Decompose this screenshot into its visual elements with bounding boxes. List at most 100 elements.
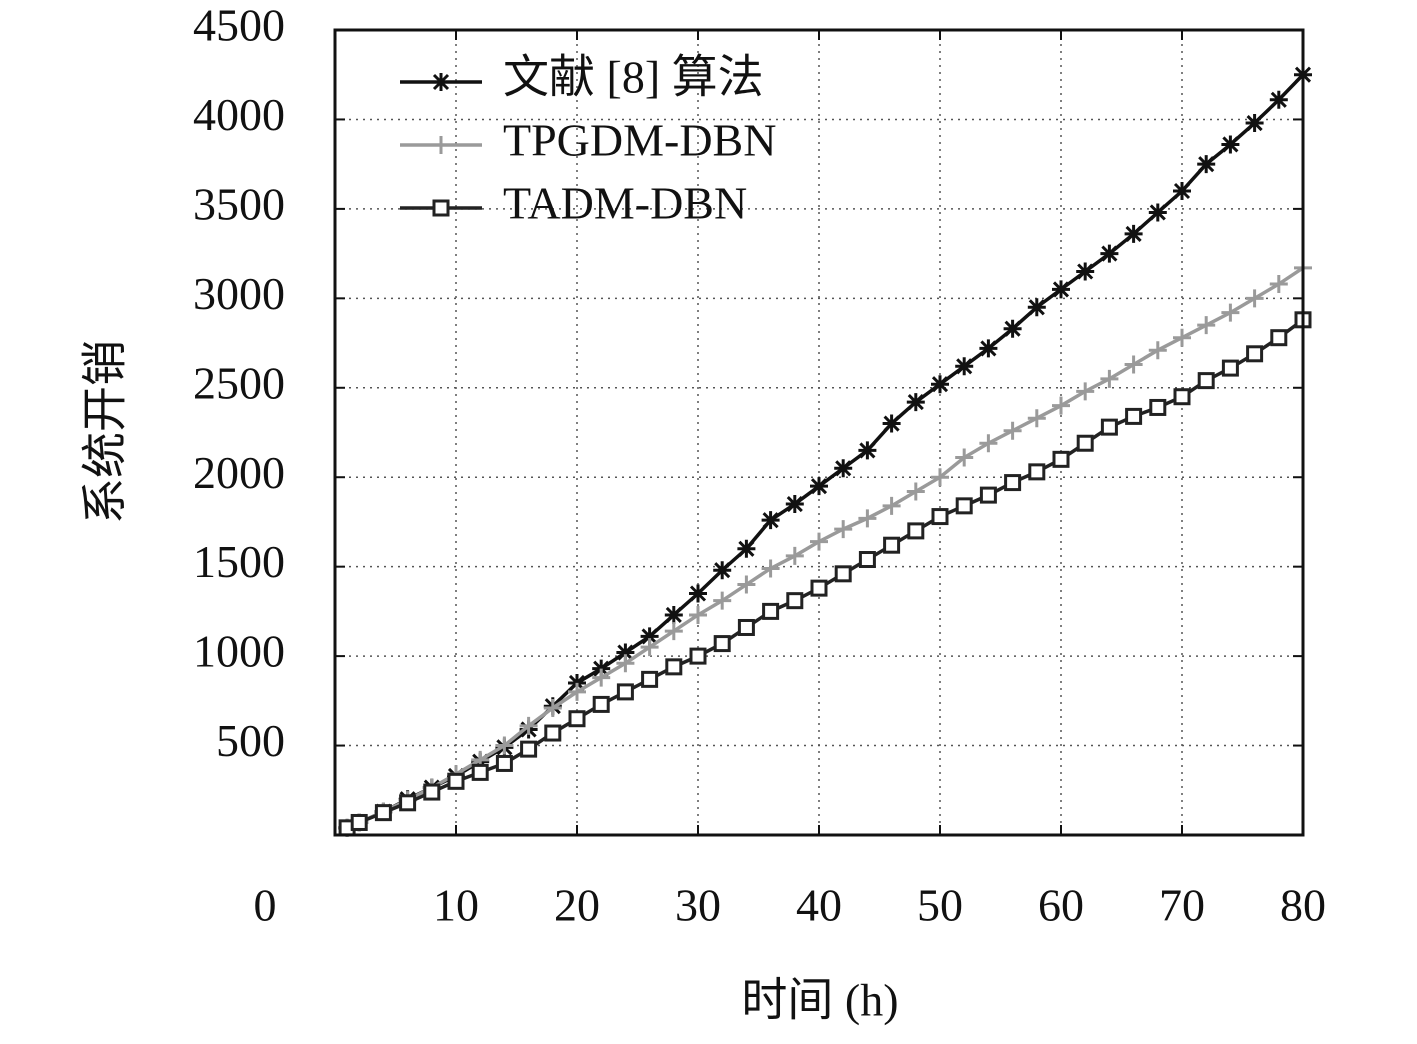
marker <box>616 654 635 673</box>
marker <box>1221 135 1240 154</box>
legend-label: 文献 [8] 算法 <box>503 52 764 103</box>
marker <box>1246 345 1264 363</box>
y-tick-label: 500 <box>216 715 285 766</box>
x-tick-label: 30 <box>675 880 721 931</box>
marker <box>1197 155 1216 174</box>
marker <box>955 497 973 515</box>
y-axis-label: 系统开销 <box>80 340 131 524</box>
x-tick-label: 0 <box>254 880 277 931</box>
marker <box>664 622 683 641</box>
marker <box>713 635 731 653</box>
x-tick-label: 70 <box>1159 880 1205 931</box>
legend-label: TADM-DBN <box>503 178 747 229</box>
marker <box>1149 398 1167 416</box>
marker <box>906 482 925 501</box>
marker <box>447 772 465 790</box>
marker <box>1245 289 1264 308</box>
marker <box>1269 90 1288 109</box>
y-tick-label: 3000 <box>193 268 285 319</box>
marker <box>1270 329 1288 347</box>
marker <box>519 716 538 735</box>
marker <box>616 683 634 701</box>
x-axis-label: 时间 (h) <box>741 975 898 1026</box>
legend-label: TPGDM-DBN <box>503 115 776 166</box>
marker <box>543 698 562 717</box>
y-tick-label: 3500 <box>193 178 285 229</box>
marker <box>664 605 683 624</box>
x-tick-label: 50 <box>917 880 963 931</box>
marker <box>1124 224 1143 243</box>
marker <box>1052 450 1070 468</box>
y-tick-label: 1000 <box>193 626 285 677</box>
marker <box>1028 463 1046 481</box>
marker <box>858 509 877 528</box>
x-tick-label: 10 <box>433 880 479 931</box>
y-tick-label: 2500 <box>193 357 285 408</box>
marker <box>955 357 974 376</box>
marker <box>568 682 586 701</box>
marker <box>785 546 804 565</box>
marker <box>592 668 611 687</box>
marker <box>1052 396 1070 415</box>
marker <box>640 638 659 657</box>
marker <box>592 695 610 713</box>
y-tick-label: 1500 <box>193 536 285 587</box>
marker <box>1100 418 1118 436</box>
marker <box>858 551 876 569</box>
y-tick-label: 2000 <box>193 447 285 498</box>
marker <box>1173 328 1191 347</box>
marker <box>1173 388 1191 406</box>
marker <box>883 536 901 554</box>
marker <box>689 605 707 624</box>
marker <box>544 724 562 742</box>
marker <box>858 441 877 460</box>
marker <box>1148 203 1167 222</box>
marker <box>762 602 780 620</box>
marker <box>423 783 441 801</box>
marker <box>907 522 925 540</box>
marker <box>1148 341 1167 360</box>
marker <box>785 495 804 514</box>
series-line <box>346 266 1304 830</box>
x-tick-label: 80 <box>1280 880 1326 931</box>
marker <box>1027 298 1046 317</box>
marker <box>1124 355 1143 374</box>
marker <box>1125 407 1143 425</box>
marker <box>1221 303 1240 322</box>
marker <box>1076 382 1095 401</box>
marker <box>737 618 755 636</box>
marker <box>1004 474 1022 492</box>
marker <box>761 559 780 578</box>
marker <box>1003 319 1022 338</box>
marker <box>1269 275 1288 294</box>
marker <box>810 579 828 597</box>
marker <box>810 532 828 551</box>
marker <box>882 496 901 515</box>
marker <box>350 813 368 831</box>
marker <box>1245 114 1264 133</box>
marker <box>737 575 756 594</box>
marker <box>689 584 707 603</box>
marker <box>495 754 513 772</box>
marker <box>834 565 852 583</box>
marker <box>1197 316 1216 335</box>
marker <box>786 592 804 610</box>
marker <box>640 627 659 646</box>
marker <box>374 804 392 822</box>
marker <box>834 520 853 539</box>
marker <box>616 643 635 662</box>
marker <box>689 647 707 665</box>
y-tick-label: 4000 <box>193 89 285 140</box>
marker <box>1221 359 1239 377</box>
marker <box>979 434 998 453</box>
legend-marker <box>432 136 450 154</box>
marker <box>810 477 828 496</box>
marker <box>834 459 853 478</box>
marker <box>1076 434 1094 452</box>
x-tick-label: 20 <box>554 880 600 931</box>
marker <box>399 794 417 812</box>
marker <box>1197 372 1215 390</box>
marker <box>641 670 659 688</box>
marker <box>713 561 732 580</box>
